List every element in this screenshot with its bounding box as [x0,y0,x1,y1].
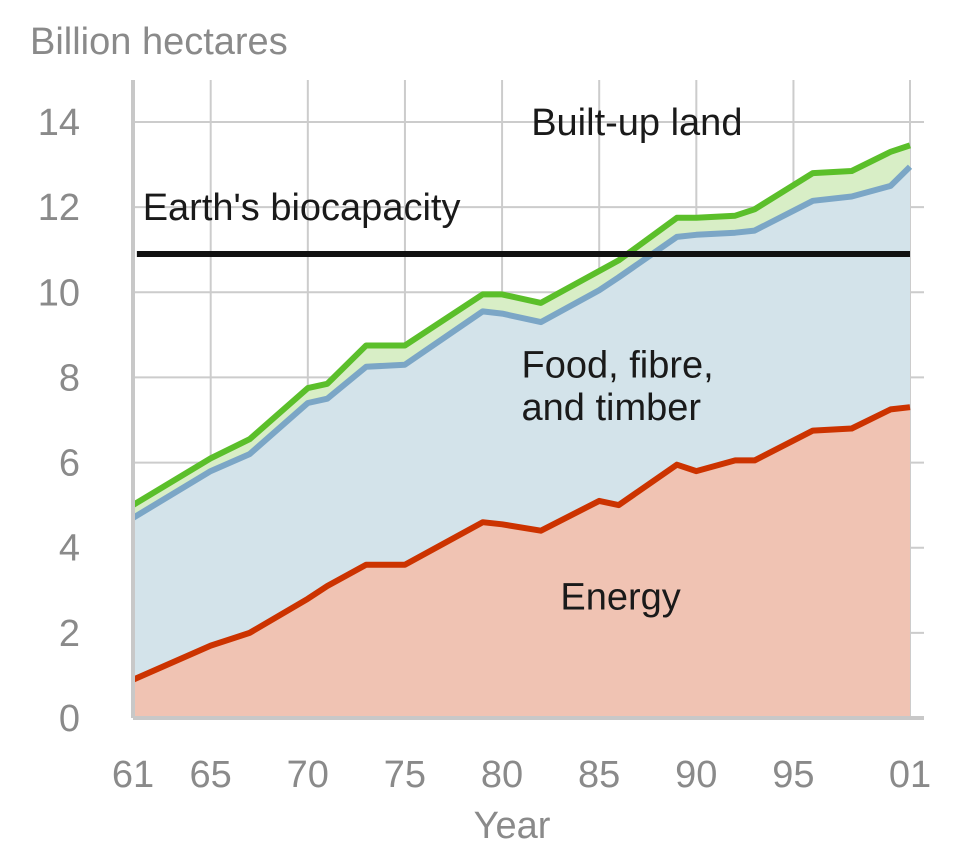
series-lines [131,142,913,683]
annotations: Built-up land Earth's biocapacity Food, … [143,102,743,619]
x-axis-title: Year [474,805,551,845]
food-fibre-label-line1: Food, fibre, [522,344,714,386]
y-tick-label-10: 10 [38,272,80,314]
built-up-land-label: Built-up land [531,102,742,144]
x-tick-label-70: 70 [287,754,329,796]
x-tick-label-75: 75 [384,754,426,796]
x-tick-label-01: 01 [889,754,931,796]
line-energy [131,404,911,683]
area-built-up-land [133,145,910,518]
line-built-up-land [131,142,911,508]
y-tick-label-12: 12 [38,187,80,229]
y-tick-label-14: 14 [38,102,80,144]
energy-label: Energy [560,576,680,618]
x-tick-label-95: 95 [772,754,814,796]
y-tick-label-0: 0 [59,698,80,740]
stacked-areas [133,145,910,718]
area-energy [133,407,910,718]
y-tick-label-8: 8 [59,357,80,399]
y-axis-title: Billion hectares [30,21,288,63]
y-tick-label-2: 2 [59,613,80,655]
line-food-fibre-and-timber [131,164,913,521]
x-tick-label-85: 85 [578,754,620,796]
x-tick-label-90: 90 [675,754,717,796]
tick-labels: 0 2 4 6 8 10 12 14 61 65 70 75 80 85 90 95 01 [38,102,931,796]
y-tick-label-4: 4 [59,528,80,570]
x-tick-label-61: 61 [112,754,154,796]
x-tick-label-65: 65 [190,754,232,796]
axes [131,80,924,720]
food-fibre-label-line2: and timber [522,387,702,429]
biocapacity-label: Earth's biocapacity [143,187,461,229]
x-tick-label-80: 80 [481,754,523,796]
area-food-fibre-and-timber [133,166,910,680]
y-tick-label-6: 6 [59,443,80,485]
